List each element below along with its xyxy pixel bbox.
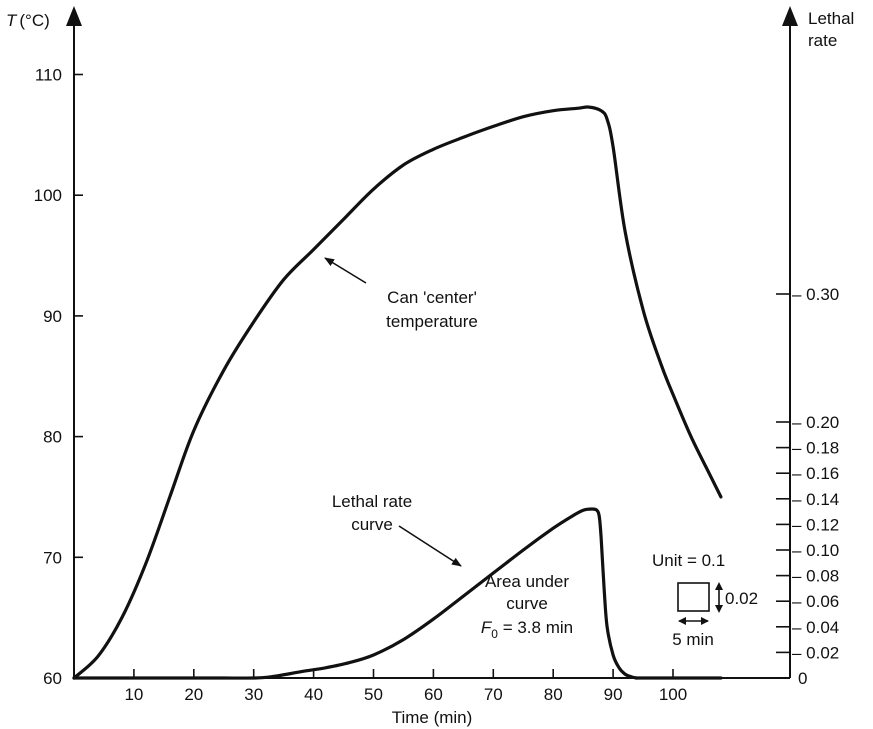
unit-height-arrow-top xyxy=(715,582,723,590)
left-y-ticks: 60 70 80 90 100 110 xyxy=(34,66,83,688)
x-tick-label: 60 xyxy=(424,685,443,704)
axes xyxy=(66,6,798,679)
left-y-tick-label: 80 xyxy=(43,428,62,447)
unit-width-arrow-right xyxy=(701,617,709,625)
right-y-tick-label: 0 xyxy=(798,669,807,688)
temperature-pointer-arrow-icon xyxy=(324,257,367,284)
unit-width-label: 5 min xyxy=(672,630,714,649)
x-tick-label: 90 xyxy=(604,685,623,704)
x-tick-label: 30 xyxy=(244,685,263,704)
area-label-line2: curve xyxy=(506,594,548,613)
right-y-tick-label: – 0.16 xyxy=(792,464,839,483)
f0-label: F0 = 3.8 min xyxy=(481,618,573,641)
left-y-tick-label: 70 xyxy=(43,548,62,567)
unit-height-arrow-bottom xyxy=(715,605,723,613)
lethal-label-line1: Lethal rate xyxy=(332,492,412,511)
left-y-tick-label: 90 xyxy=(43,307,62,326)
x-tick-label: 20 xyxy=(184,685,203,704)
temperature-label-line1: Can 'center' xyxy=(387,288,477,307)
right-y-tick-label: – 0.30 xyxy=(792,285,839,304)
right-y-tick-label: – 0.20 xyxy=(792,413,839,432)
lethal-rate-annotation: Lethal rate curve xyxy=(332,492,462,567)
right-y-tick-label: – 0.18 xyxy=(792,439,839,458)
x-tick-label: 70 xyxy=(484,685,503,704)
unit-height-label: 0.02 xyxy=(725,589,758,608)
temperature-annotation: Can 'center' temperature xyxy=(324,257,478,331)
right-y-tick-label: – 0.12 xyxy=(792,515,839,534)
lethal-pointer-arrow-icon xyxy=(398,525,462,567)
x-axis-title: Time (min) xyxy=(392,708,473,727)
left-y-tick-label: 110 xyxy=(35,66,62,85)
right-y-axis-title-line1: Lethal xyxy=(808,9,854,28)
temperature-curve xyxy=(72,105,723,680)
area-label-line1: Area under xyxy=(485,572,569,591)
unit-square xyxy=(677,582,710,612)
lethal-rate-curve xyxy=(72,507,723,680)
x-ticks: 10 20 30 40 50 60 70 80 90 100 xyxy=(124,669,687,704)
temperature-label-line2: temperature xyxy=(386,312,478,331)
left-y-axis-arrow-icon xyxy=(66,6,82,26)
unit-label: Unit = 0.1 xyxy=(652,551,725,570)
unit-width-arrow-left xyxy=(678,617,686,625)
x-tick-label: 10 xyxy=(124,685,143,704)
left-y-axis-title: T (°C) xyxy=(6,11,50,30)
area-annotation: Area under curve F0 = 3.8 min xyxy=(481,572,573,641)
unit-legend: Unit = 0.1 0.02 5 min xyxy=(652,551,758,649)
left-y-tick-label: 60 xyxy=(43,669,62,688)
lethal-label-line2: curve xyxy=(351,515,393,534)
x-tick-label: 40 xyxy=(304,685,323,704)
right-y-tick-label: – 0.02 xyxy=(792,643,839,662)
right-y-tick-label: – 0.14 xyxy=(792,490,839,509)
right-y-tick-label: – 0.08 xyxy=(792,567,839,586)
left-y-tick-label: 100 xyxy=(34,186,62,205)
right-y-ticks: 0 – 0.02 – 0.04 – 0.06 – 0.08 – 0.10 – 0.12 – 0… xyxy=(776,285,839,688)
right-y-axis-arrow-icon xyxy=(782,6,798,26)
right-y-tick-label: – 0.04 xyxy=(792,618,839,637)
right-y-tick-label: – 0.06 xyxy=(792,592,839,611)
right-y-tick-label: – 0.10 xyxy=(792,541,839,560)
x-tick-label: 100 xyxy=(659,685,687,704)
right-y-axis-title-line2: rate xyxy=(808,31,837,50)
x-tick-label: 80 xyxy=(544,685,563,704)
x-tick-label: 50 xyxy=(364,685,383,704)
